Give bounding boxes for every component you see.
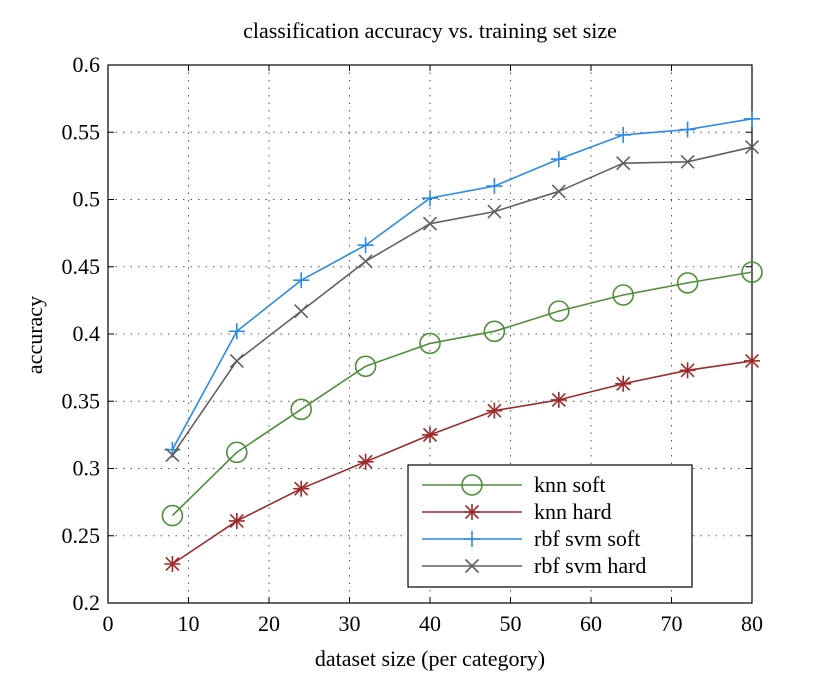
series-line-rbf-svm-soft bbox=[171, 118, 753, 451]
data-point-knn-soft bbox=[161, 504, 184, 527]
x-tick-label: 30 bbox=[339, 611, 361, 636]
x-tick-label: 70 bbox=[661, 611, 683, 636]
data-point-knn-soft bbox=[419, 332, 441, 355]
legend-label: knn hard bbox=[534, 499, 612, 524]
legend-marker bbox=[464, 504, 480, 520]
data-point-rbf-svm-soft bbox=[486, 178, 503, 195]
data-point-rbf-svm-hard bbox=[422, 216, 438, 231]
x-tick-label: 50 bbox=[500, 611, 522, 636]
data-point-knn-soft bbox=[354, 355, 377, 378]
x-tick-label: 20 bbox=[258, 611, 280, 636]
x-axis-label: dataset size (per category) bbox=[315, 646, 545, 671]
y-axis-label: accuracy bbox=[22, 296, 47, 374]
data-point-rbf-svm-soft bbox=[615, 126, 632, 143]
y-tick-label: 0.45 bbox=[62, 254, 101, 279]
data-point-rbf-svm-soft bbox=[293, 272, 310, 289]
y-tick-label: 0.6 bbox=[73, 52, 101, 77]
data-point-knn-hard bbox=[615, 375, 632, 392]
data-point-rbf-svm-soft bbox=[744, 110, 760, 127]
data-point-knn-hard bbox=[293, 480, 310, 497]
chart-title: classification accuracy vs. training set… bbox=[243, 18, 617, 43]
series-knn-hard bbox=[164, 352, 760, 572]
data-point-rbf-svm-hard bbox=[358, 254, 373, 269]
data-point-knn-soft bbox=[547, 300, 570, 322]
y-tick-label: 0.2 bbox=[73, 590, 101, 615]
y-tick-label: 0.5 bbox=[73, 187, 101, 212]
axis-ticks: 0 10 20 30 40 50 60 70 80 0.2 0.25 0.3 0.35 0.4 0.45 0.… bbox=[62, 52, 764, 636]
data-point-rbf-svm-hard bbox=[294, 304, 309, 319]
data-point-knn-soft bbox=[226, 441, 248, 464]
data-point-knn-hard bbox=[357, 453, 374, 470]
legend-marker bbox=[464, 531, 480, 547]
x-tick-label: 60 bbox=[580, 611, 602, 636]
series-line-rbf-svm-hard bbox=[171, 146, 753, 456]
data-point-knn-hard bbox=[422, 426, 438, 443]
data-point-rbf-svm-soft bbox=[422, 190, 438, 207]
x-tick-label: 80 bbox=[741, 611, 763, 636]
data-point-rbf-svm-soft bbox=[550, 151, 567, 168]
legend-label: rbf svm hard bbox=[534, 553, 646, 578]
data-point-knn-hard bbox=[744, 352, 760, 369]
legend-item-knn-hard: knn hard bbox=[422, 499, 612, 524]
series-rbf-svm-soft bbox=[164, 110, 760, 458]
x-tick-label: 40 bbox=[419, 611, 441, 636]
data-point-knn-hard bbox=[228, 512, 245, 529]
x-tick-label: 10 bbox=[178, 611, 200, 636]
data-point-knn-soft bbox=[290, 398, 313, 421]
x-tick-label: 0 bbox=[103, 611, 114, 636]
data-point-knn-soft bbox=[612, 284, 635, 306]
data-point-knn-soft bbox=[741, 261, 763, 283]
legend-item-knn-soft: knn soft bbox=[422, 472, 606, 497]
series-line-knn-hard bbox=[171, 360, 753, 565]
y-tick-label: 0.25 bbox=[62, 523, 101, 548]
data-point-knn-soft bbox=[483, 320, 506, 343]
data-point-rbf-svm-hard bbox=[551, 184, 566, 199]
y-tick-label: 0.3 bbox=[73, 456, 101, 481]
data-point-rbf-svm-hard bbox=[680, 154, 695, 169]
series-knn-soft bbox=[161, 261, 763, 527]
data-point-rbf-svm-soft bbox=[679, 121, 696, 138]
series-rbf-svm-hard bbox=[165, 139, 760, 463]
data-point-knn-soft bbox=[676, 272, 699, 294]
data-point-knn-hard bbox=[550, 391, 567, 408]
data-point-rbf-svm-hard bbox=[487, 204, 502, 219]
legend-label: rbf svm soft bbox=[534, 526, 640, 551]
data-point-rbf-svm-hard bbox=[229, 353, 244, 368]
legend-marker bbox=[464, 558, 480, 574]
data-point-rbf-svm-hard bbox=[616, 156, 631, 171]
legend-marker bbox=[461, 474, 483, 496]
data-point-rbf-svm-soft bbox=[228, 323, 245, 340]
legend-item-rbf-svm-soft: rbf svm soft bbox=[422, 526, 640, 551]
y-tick-label: 0.35 bbox=[62, 388, 101, 413]
legend-label: knn soft bbox=[534, 472, 606, 497]
data-point-rbf-svm-hard bbox=[165, 447, 180, 463]
series-line-knn-soft bbox=[171, 271, 753, 517]
series-layer bbox=[161, 110, 763, 572]
data-point-rbf-svm-soft bbox=[357, 237, 374, 254]
y-tick-label: 0.55 bbox=[62, 119, 101, 144]
data-point-knn-hard bbox=[679, 362, 696, 379]
y-tick-label: 0.4 bbox=[73, 321, 101, 346]
legend-item-rbf-svm-hard: rbf svm hard bbox=[422, 553, 646, 578]
data-point-knn-hard bbox=[164, 555, 181, 572]
data-point-rbf-svm-hard bbox=[744, 139, 760, 155]
data-point-knn-hard bbox=[486, 402, 503, 419]
